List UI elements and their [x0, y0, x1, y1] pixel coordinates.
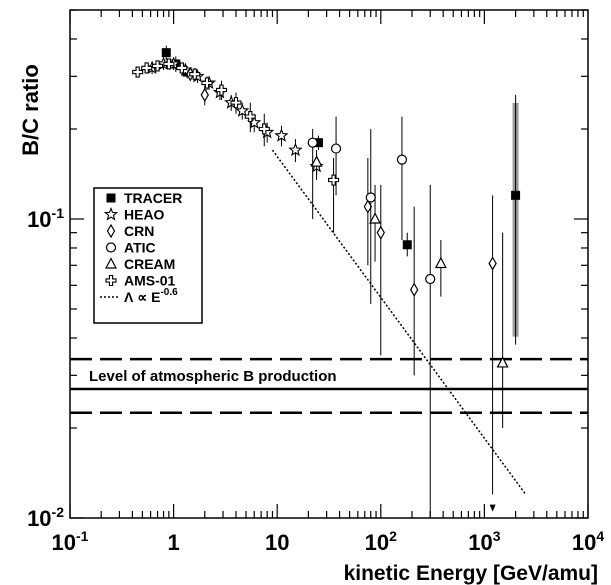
legend-label-heao: HEAO: [124, 207, 165, 223]
x-tick-label: 103: [468, 528, 500, 555]
data-point-cream: [496, 356, 509, 368]
y-tick-label-base: 10: [27, 207, 51, 232]
model-line-group: [271, 149, 527, 495]
x-tick-label-base: 1: [167, 530, 179, 555]
data-point-tracer: [402, 240, 412, 250]
legend-label-atic: ATIC: [124, 240, 156, 256]
series-ams-01: [132, 58, 340, 233]
legend-label-tracer: TRACER: [124, 190, 182, 206]
legend-marker-ams-01: [105, 274, 117, 287]
legend-label-model: Λ ∝ E-0.6: [124, 287, 178, 305]
data-point-crn: [376, 225, 385, 240]
data-point-atic: [396, 154, 408, 165]
y-tick-label: 10-1: [27, 205, 64, 232]
data-point-atic: [330, 143, 342, 154]
data-point-ams-01: [163, 58, 175, 70]
axis-labels: B/C ratio kinetic Energy [GeV/amu] Level…: [18, 64, 598, 585]
legend-label-model-base: Λ ∝ E: [124, 289, 160, 305]
data-point-heao: [288, 142, 303, 157]
x-tick-label-exp: 3: [493, 528, 501, 544]
data-point-cream: [310, 155, 323, 167]
data-point-ams-01: [141, 62, 153, 74]
y-tick-label-exp: -1: [52, 205, 65, 221]
data-point-ams-01: [215, 84, 228, 96]
data-point-ams-01: [230, 97, 242, 109]
x-tick-label-base: 10: [52, 530, 76, 555]
model-line: [271, 149, 527, 495]
legend-marker-atic: [105, 242, 117, 253]
data-point-cream: [369, 212, 382, 224]
data-point-ams-01: [244, 111, 256, 123]
series-atic: [307, 116, 436, 518]
data-point-ams-01: [132, 66, 144, 78]
legend-label-crn: CRN: [124, 223, 154, 239]
data-point-atic: [307, 137, 318, 148]
data-point-ams-01: [189, 68, 201, 80]
data-point-tracer: [313, 138, 323, 148]
y-tick-label: 10-2: [27, 504, 64, 531]
data-point-ams-01: [258, 123, 270, 135]
data-point-ams-01: [328, 174, 340, 186]
series-cream: [310, 150, 509, 428]
x-tick-label: 1: [167, 530, 179, 555]
series-heao: [144, 56, 324, 181]
x-tick-label: 10: [265, 530, 289, 555]
legend-marker-cream: [105, 257, 117, 269]
x-tick-label-exp: 2: [389, 528, 397, 544]
x-axis-label: kinetic Energy [GeV/amu]: [344, 562, 598, 585]
x-tick-label-base: 10: [265, 530, 289, 555]
data-points: [132, 45, 521, 518]
data-point-ams-01: [152, 60, 164, 72]
x-tick-label: 104: [572, 528, 604, 555]
x-tick-label: 102: [365, 528, 397, 555]
y-tick-label-exp: -2: [52, 504, 65, 520]
x-tick-label-exp: 4: [596, 528, 604, 544]
data-point-heao: [274, 128, 289, 142]
legend-label-model-exp: -0.6: [160, 287, 178, 298]
legend-marker-crn: [106, 223, 116, 239]
data-point-ams-01: [176, 62, 188, 74]
data-point-atic: [365, 192, 376, 203]
x-tick-label-base: 10: [468, 530, 492, 555]
data-point-crn: [488, 256, 497, 271]
data-point-ams-01: [201, 77, 213, 89]
axes-frame: [69, 9, 589, 519]
data-point-crn: [409, 282, 419, 297]
upper-limit-arrow: [489, 504, 496, 512]
data-point-tracer: [511, 190, 521, 200]
legend-label-ams-01: AMS-01: [124, 273, 176, 289]
plot-frame: [69, 9, 589, 519]
data-point-crn: [363, 199, 373, 214]
data-point-crn: [200, 87, 209, 103]
data-point-cream: [434, 256, 447, 269]
y-tick-label-base: 10: [27, 506, 51, 531]
data-point-heao: [235, 103, 250, 117]
legend-marker-tracer: [106, 193, 116, 203]
y-axis-label: B/C ratio: [18, 64, 43, 156]
data-point-tracer: [161, 48, 171, 58]
x-tick-label-exp: -1: [76, 528, 89, 544]
band-label: Level of atmospheric B production: [89, 368, 337, 385]
series-crn: [186, 66, 497, 495]
legend-label-cream: CREAM: [124, 256, 175, 272]
legend-marker-heao: [103, 206, 119, 221]
x-tick-label-base: 10: [365, 530, 389, 555]
data-point-atic: [425, 273, 436, 285]
x-tick-label: 10-1: [52, 528, 89, 555]
x-tick-label-base: 10: [572, 530, 596, 555]
